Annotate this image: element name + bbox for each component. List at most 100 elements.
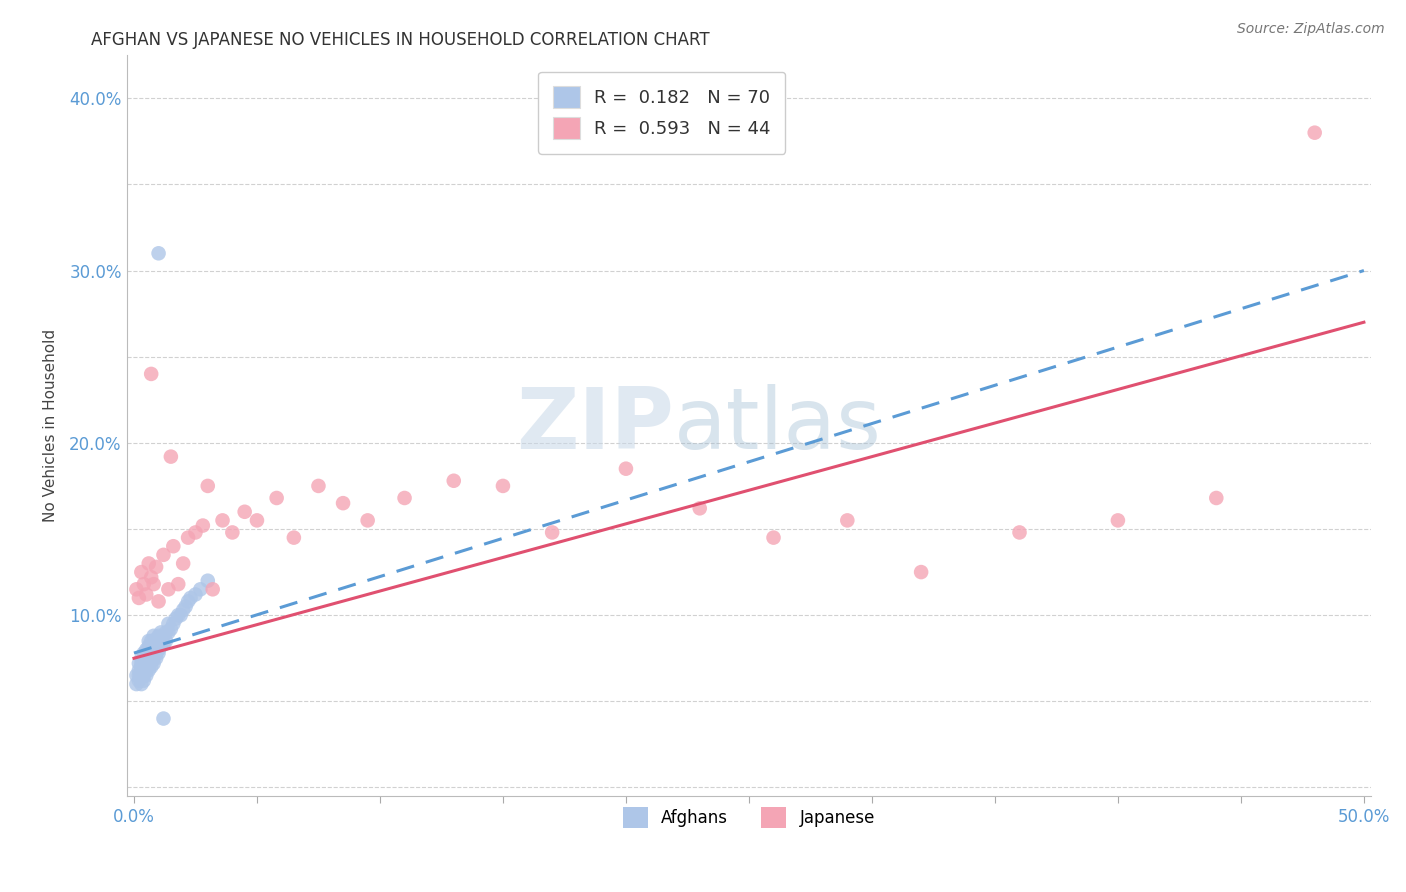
Point <box>142 629 165 643</box>
Text: atlas: atlas <box>675 384 882 467</box>
Text: Source: ZipAtlas.com: Source: ZipAtlas.com <box>1237 22 1385 37</box>
Point <box>170 608 193 623</box>
Point <box>142 639 165 653</box>
Point <box>125 677 148 691</box>
Text: AFGHAN VS JAPANESE NO VEHICLES IN HOUSEHOLD CORRELATION CHART: AFGHAN VS JAPANESE NO VEHICLES IN HOUSEH… <box>91 31 710 49</box>
Point <box>180 591 202 605</box>
Point <box>1205 491 1227 505</box>
Point <box>184 587 207 601</box>
Point <box>201 582 224 597</box>
Point <box>141 367 163 381</box>
Point <box>125 582 148 597</box>
Point <box>148 629 170 643</box>
Point <box>141 642 163 657</box>
Point <box>128 668 150 682</box>
Text: ZIP: ZIP <box>516 384 675 467</box>
Point <box>141 634 163 648</box>
Point <box>131 657 153 671</box>
Point <box>148 594 170 608</box>
Point <box>128 673 150 688</box>
Point <box>128 663 150 677</box>
Point <box>152 712 174 726</box>
Point <box>138 646 160 660</box>
Point <box>131 668 153 682</box>
Point <box>131 677 153 691</box>
Point <box>145 560 167 574</box>
Point <box>184 525 207 540</box>
Point <box>157 616 180 631</box>
Point <box>141 648 163 662</box>
Point <box>150 625 173 640</box>
Point <box>132 657 155 671</box>
Point <box>177 531 200 545</box>
Point <box>142 644 165 658</box>
Point <box>356 513 378 527</box>
Point <box>148 642 170 657</box>
Point <box>128 657 150 671</box>
Point <box>332 496 354 510</box>
Point <box>1107 513 1129 527</box>
Point <box>131 565 153 579</box>
Point <box>233 505 256 519</box>
Point <box>141 570 163 584</box>
Point <box>135 668 157 682</box>
Point <box>131 651 153 665</box>
Point <box>162 616 184 631</box>
Point <box>160 622 183 636</box>
Point <box>135 663 157 677</box>
Point <box>150 634 173 648</box>
Point <box>246 513 269 527</box>
Point <box>160 450 183 464</box>
Point <box>145 632 167 647</box>
Point <box>125 668 148 682</box>
Point <box>132 673 155 688</box>
Point <box>910 565 932 579</box>
Point <box>142 657 165 671</box>
Point <box>145 651 167 665</box>
Point <box>197 574 219 588</box>
Point <box>135 649 157 664</box>
Point <box>128 591 150 605</box>
Point <box>148 246 170 260</box>
Point <box>132 668 155 682</box>
Point <box>145 646 167 660</box>
Point <box>152 629 174 643</box>
Point <box>190 582 212 597</box>
Point <box>138 639 160 653</box>
Point <box>135 587 157 601</box>
Point <box>157 625 180 640</box>
Point <box>211 513 233 527</box>
Point <box>141 655 163 669</box>
Point <box>152 637 174 651</box>
Point <box>162 539 184 553</box>
Point <box>155 634 177 648</box>
Point <box>762 531 785 545</box>
Legend: Afghans, Japanese: Afghans, Japanese <box>614 799 883 836</box>
Point <box>174 599 197 614</box>
Point <box>138 663 160 677</box>
Point <box>142 651 165 665</box>
Point <box>492 479 515 493</box>
Point <box>132 663 155 677</box>
Point <box>172 603 194 617</box>
Point <box>1008 525 1031 540</box>
Point <box>138 634 160 648</box>
Point <box>614 461 637 475</box>
Point <box>148 637 170 651</box>
Point <box>132 577 155 591</box>
Point <box>443 474 465 488</box>
Point <box>138 557 160 571</box>
Point <box>837 513 859 527</box>
Point <box>152 548 174 562</box>
Point <box>141 660 163 674</box>
Point <box>145 639 167 653</box>
Point <box>191 518 214 533</box>
Point <box>135 655 157 669</box>
Point <box>142 577 165 591</box>
Point <box>131 663 153 677</box>
Point <box>308 479 330 493</box>
Point <box>197 479 219 493</box>
Point <box>157 582 180 597</box>
Point <box>150 639 173 653</box>
Point <box>165 612 187 626</box>
